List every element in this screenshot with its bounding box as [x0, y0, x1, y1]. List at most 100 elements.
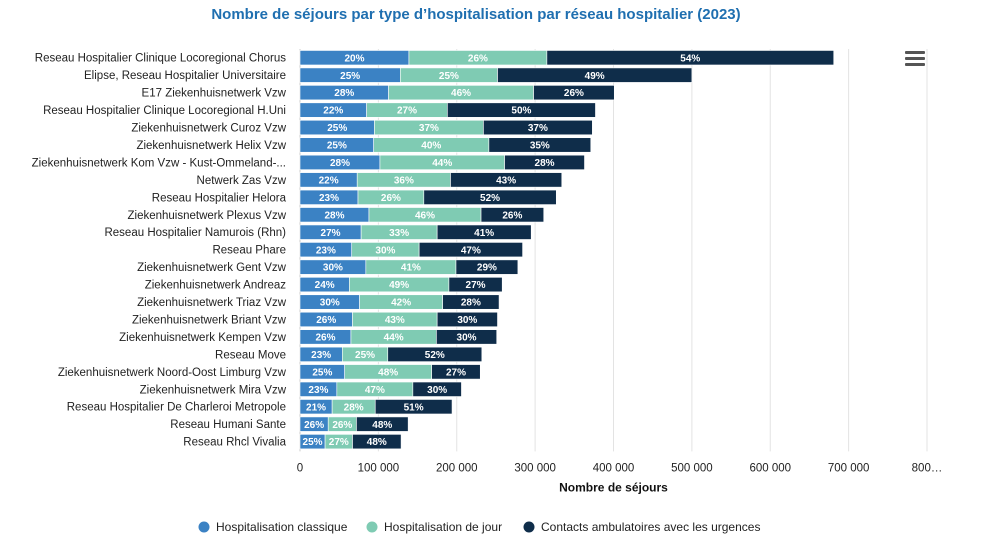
bar-data-label: 25% — [355, 350, 375, 361]
bar-data-label: 46% — [451, 88, 471, 99]
bar-data-label: 23% — [316, 245, 336, 256]
bar-data-label: 41% — [474, 228, 494, 239]
bar-data-label: 28% — [344, 402, 364, 413]
bar-data-label: 37% — [528, 123, 548, 134]
bar-data-label: 25% — [303, 437, 323, 448]
category-label: Ziekenhuisnetwerk Triaz Vzw — [137, 297, 287, 309]
x-tick-label: 0 — [297, 462, 303, 474]
legend-label: Contacts ambulatoires avec les urgences — [541, 520, 760, 534]
bar-data-label: 47% — [461, 245, 481, 256]
category-label: Ziekenhuisnetwerk Curoz Vzw — [131, 123, 286, 135]
legend-label: Hospitalisation de jour — [384, 520, 502, 534]
bar-segment — [533, 85, 615, 101]
bar-data-label: 36% — [394, 175, 414, 186]
bar-data-label: 43% — [385, 315, 405, 326]
bar-data-label: 26% — [468, 53, 488, 64]
bar-segment — [447, 102, 596, 118]
bar-data-label: 49% — [389, 280, 409, 291]
bar-segment — [431, 364, 481, 380]
category-label: Netwerk Zas Vzw — [197, 175, 287, 187]
bar-segment — [483, 119, 593, 136]
bar-data-label: 25% — [327, 123, 347, 134]
chart-title: Nombre de séjours par type d’hospitalisa… — [211, 6, 741, 23]
bar-data-label: 26% — [316, 315, 336, 326]
bar-data-label: 29% — [477, 263, 497, 274]
bar-segment — [546, 50, 835, 66]
bar-data-label: 26% — [315, 333, 335, 344]
category-label: Reseau Humani Sante — [170, 419, 286, 431]
legend-marker — [366, 521, 378, 533]
bar-data-label: 25% — [340, 71, 360, 82]
bar-segment — [412, 381, 462, 397]
category-label: Elipse, Reseau Hospitalier Universitaire — [84, 70, 286, 82]
bar-segment — [504, 154, 585, 170]
bar-data-label: 50% — [511, 106, 531, 117]
bar-data-label: 26% — [564, 88, 584, 99]
bar-segment — [436, 224, 532, 240]
bar-data-label: 44% — [384, 333, 404, 344]
bar-data-label: 48% — [367, 437, 387, 448]
bar-data-label: 30% — [427, 385, 447, 396]
category-label: Reseau Phare — [212, 245, 286, 257]
bar-data-label: 28% — [334, 88, 354, 99]
bar-segment — [448, 277, 503, 293]
bar-data-label: 46% — [415, 210, 435, 221]
bar-segment — [436, 329, 498, 345]
bar-data-label: 27% — [321, 228, 341, 239]
bar-data-label: 30% — [320, 298, 340, 309]
bar-data-label: 26% — [381, 193, 401, 204]
category-label: Reseau Move — [215, 349, 286, 361]
bar-data-label: 20% — [344, 53, 364, 64]
bar-data-label: 52% — [480, 193, 500, 204]
bar-segment — [418, 242, 523, 258]
bar-data-label: 37% — [419, 123, 439, 134]
bar-data-label: 26% — [304, 420, 324, 431]
bar-data-label: 35% — [530, 141, 550, 152]
bar-data-label: 27% — [329, 437, 349, 448]
category-label: Reseau Hospitalier Clinique Locoregional… — [43, 105, 286, 117]
bar-data-label: 47% — [365, 385, 385, 396]
legend-label: Hospitalisation classique — [216, 520, 348, 534]
category-label: Ziekenhuisnetwerk Kom Vzw - Kust-Ommelan… — [32, 157, 286, 169]
bar-data-label: 22% — [319, 175, 339, 186]
bar-data-label: 30% — [323, 263, 343, 274]
hamburger-menu-icon[interactable] — [905, 51, 925, 67]
bar-data-label: 21% — [306, 402, 326, 413]
bar-segment — [488, 137, 592, 153]
bar-segment — [480, 207, 545, 223]
bar-data-label: 23% — [311, 350, 331, 361]
bar-data-label: 24% — [315, 280, 335, 291]
x-tick-label: 500 000 — [671, 462, 713, 474]
category-label: Ziekenhuisnetwerk Noord-Oost Limburg Vzw — [58, 367, 287, 379]
bar-data-label: 44% — [432, 158, 452, 169]
bar-data-label: 25% — [439, 71, 459, 82]
bar-data-label: 51% — [404, 402, 424, 413]
bar-data-label: 33% — [389, 228, 409, 239]
bar-data-label: 28% — [324, 210, 344, 221]
x-tick-label: 600 000 — [749, 462, 791, 474]
bar-data-label: 23% — [319, 193, 339, 204]
bar-data-label: 27% — [397, 106, 417, 117]
legend-marker — [523, 521, 535, 533]
bar-segment — [455, 259, 519, 275]
bar-data-label: 49% — [585, 71, 605, 82]
bar-data-label: 28% — [461, 298, 481, 309]
bar-data-label: 41% — [401, 263, 421, 274]
category-label: Ziekenhuisnetwerk Mira Vzw — [140, 384, 287, 396]
bar-data-label: 42% — [391, 298, 411, 309]
bar-data-label: 30% — [375, 245, 395, 256]
category-label: E17 Ziekenhuisnetwerk Vzw — [142, 88, 287, 100]
category-label: Ziekenhuisnetwerk Helix Vzw — [136, 140, 286, 152]
x-tick-label: 300 000 — [514, 462, 556, 474]
category-label: Ziekenhuisnetwerk Andreaz — [145, 280, 287, 292]
bar-data-label: 25% — [312, 367, 332, 378]
bar-data-label: 48% — [372, 420, 392, 431]
category-label: Reseau Rhcl Vivalia — [183, 437, 286, 449]
category-label: Ziekenhuisnetwerk Gent Vzw — [137, 262, 287, 274]
category-label: Reseau Hospitalier Helora — [152, 192, 287, 204]
bar-segment — [436, 311, 498, 328]
category-label: Ziekenhuisnetwerk Briant Vzw — [132, 314, 287, 326]
bar-segment — [352, 434, 402, 450]
